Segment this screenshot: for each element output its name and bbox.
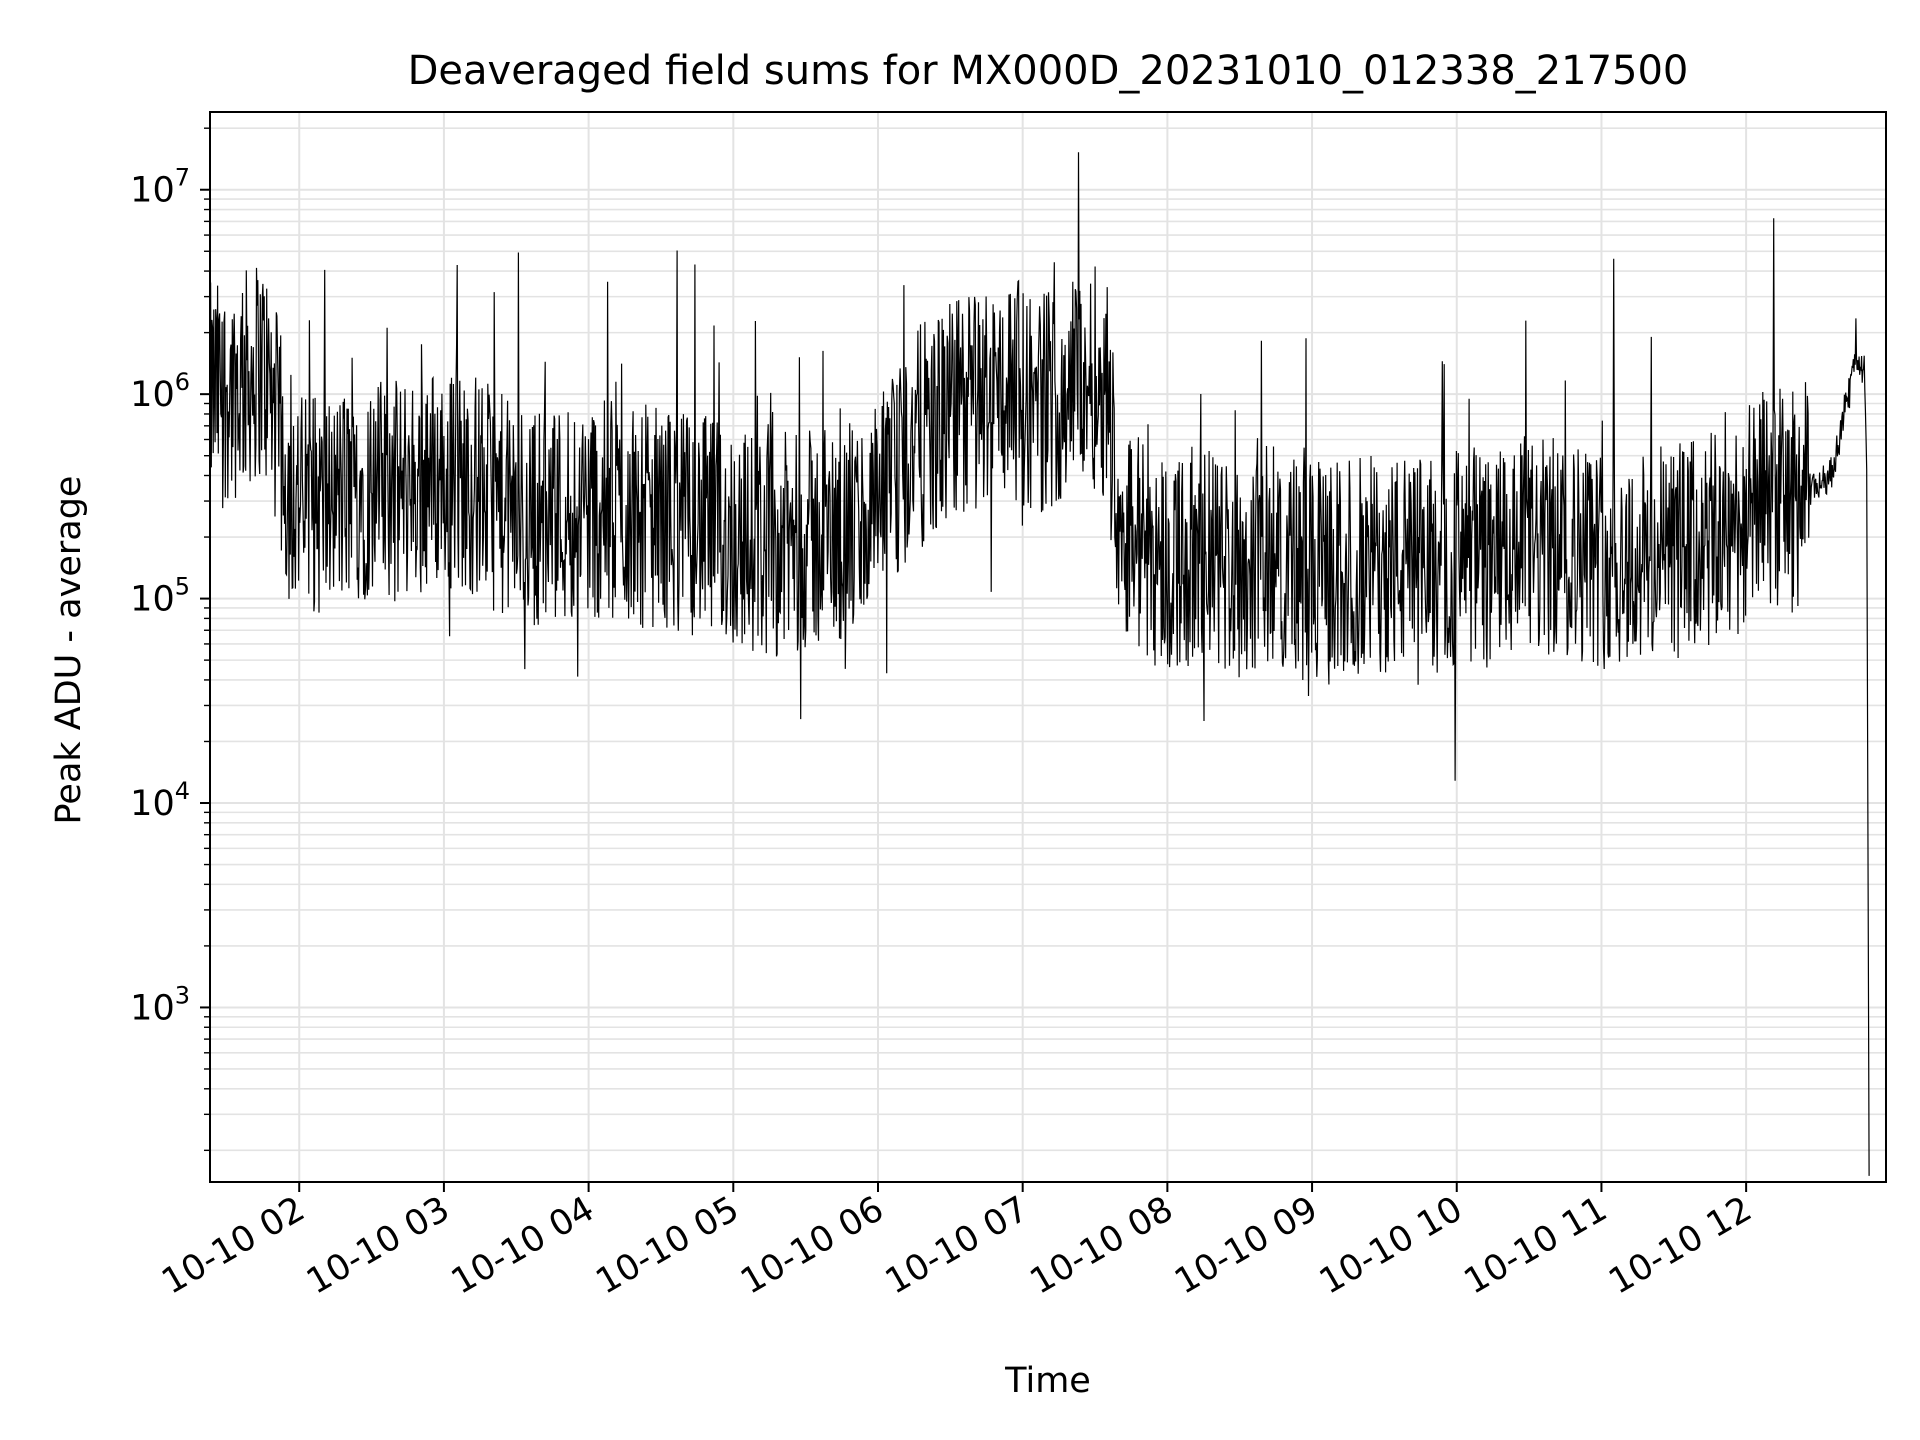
plot-area: [209, 152, 1870, 1176]
y-tick-label-base: 10: [130, 171, 175, 211]
series-line: [209, 152, 1870, 1176]
chart-title: Deaveraged field sums for MX000D_2023101…: [408, 48, 1689, 94]
grid: [210, 112, 1886, 1182]
y-tick-label-exponent: 6: [175, 368, 190, 396]
y-tick-label: 105: [130, 573, 190, 620]
plot-frame: [209, 111, 1887, 1183]
y-tick-label-base: 10: [130, 580, 175, 620]
y-tick-label-base: 10: [130, 988, 175, 1028]
x-axis-label: Time: [1004, 1361, 1091, 1401]
y-tick-label-exponent: 4: [175, 777, 190, 805]
y-tick-label-exponent: 3: [175, 981, 190, 1009]
y-tick-label: 104: [130, 777, 190, 824]
y-tick-label-base: 10: [130, 375, 175, 415]
y-tick-label: 107: [130, 164, 190, 211]
y-tick-label-exponent: 7: [175, 164, 190, 192]
y-tick-label-base: 10: [130, 784, 175, 824]
y-tick-label: 106: [130, 368, 190, 415]
y-axis-label: Peak ADU - average: [49, 476, 89, 825]
y-tick-label: 103: [130, 981, 190, 1028]
y-tick-label-exponent: 5: [175, 573, 190, 601]
